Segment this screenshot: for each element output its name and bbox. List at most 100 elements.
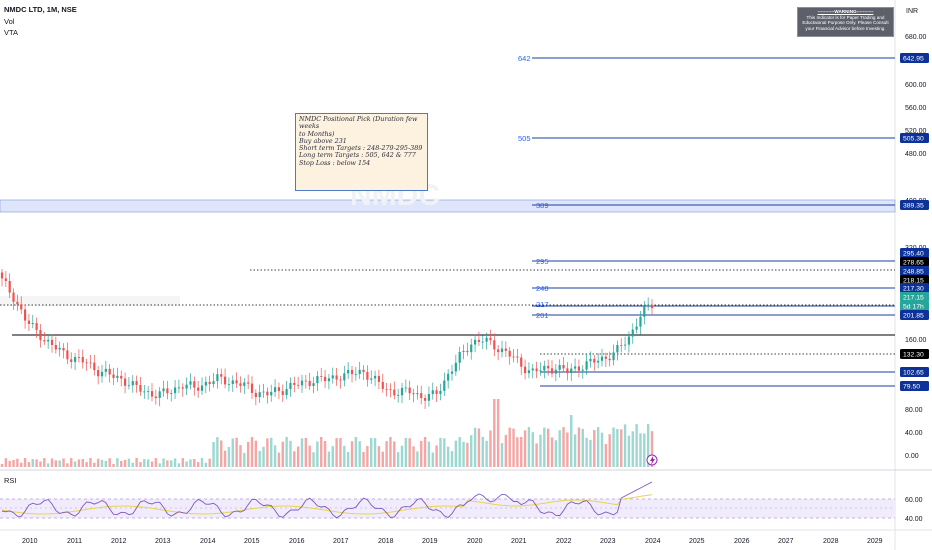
volume-bar (558, 430, 561, 467)
volume-bar (596, 427, 600, 467)
volume-bar (23, 458, 27, 467)
volume-bar (173, 458, 177, 467)
volume-bar (377, 446, 381, 467)
volume-bar (96, 458, 100, 467)
price-badge-bg (900, 133, 929, 143)
candle-body (27, 320, 31, 324)
volume-bar (139, 462, 142, 467)
candle-body (250, 383, 254, 393)
volume-bar (185, 461, 188, 467)
volume-bar (612, 427, 615, 467)
candle-body (173, 387, 177, 394)
volume-bar (81, 459, 84, 467)
price-badge-text: 218.15 (903, 278, 924, 285)
candle-body (208, 381, 211, 385)
note-line: Short term Targets : 248-279-295-389 (299, 144, 423, 153)
candle-body (466, 350, 469, 353)
currency-label[interactable]: INR (906, 8, 919, 15)
trade-note[interactable]: NMDC Positional Pick (Duration few weeks… (295, 113, 428, 191)
volume-bar (93, 462, 96, 467)
volume-bar (143, 459, 146, 467)
candle-body (577, 366, 581, 371)
candle-body (427, 394, 431, 401)
price-badge: 132.30 (900, 349, 929, 359)
candle-body (170, 393, 173, 394)
year-label: 2028 (823, 538, 839, 545)
time-axis[interactable]: 2010 2011 2012 2013 2014 2015 2016 2017 … (22, 538, 883, 545)
candle-body (50, 339, 54, 345)
volume-bar (8, 460, 11, 467)
candle-body (554, 369, 557, 374)
candle-body (562, 365, 565, 369)
candle-body (335, 375, 338, 380)
volume-bar (300, 438, 304, 467)
candle-body (277, 387, 281, 392)
rsi-label[interactable]: RSI (4, 476, 17, 485)
volume-bar (427, 441, 431, 467)
candle-body (366, 372, 369, 380)
candle-body (347, 369, 350, 374)
candle-body (120, 375, 123, 379)
candle-body (81, 357, 84, 363)
candle-body (39, 330, 42, 341)
volume-bar (412, 446, 415, 467)
candle-body (381, 381, 384, 389)
candle-body (447, 373, 450, 381)
level-label: 505 (518, 134, 531, 143)
candle-body (285, 389, 288, 395)
volume-bar (316, 441, 319, 467)
candle-body (477, 339, 481, 342)
candle-body (62, 347, 65, 351)
candle-body (604, 356, 607, 359)
volume-indicator-label[interactable]: Vol (4, 17, 15, 26)
year-label: 2024 (645, 538, 661, 545)
volume-bar (16, 458, 19, 467)
candle-body (212, 381, 215, 385)
price-axis[interactable]: 680.00 600.00 560.00 520.00 480.00 400.0… (905, 34, 927, 460)
candle-body (343, 373, 346, 381)
vta-indicator-label[interactable]: VTA (4, 28, 19, 37)
price-badges: 642.95 505.30 389.35 295.40 278.65 248.85 218.… (900, 53, 929, 391)
candle-body (127, 385, 131, 387)
level-labels: 642 505 389 295 248 217 201 (518, 54, 549, 320)
price-badge: 102.65 (900, 367, 929, 377)
volume-bar (123, 459, 127, 467)
resistance-zone (0, 199, 896, 213)
candle-body (481, 341, 484, 343)
volume-bar (177, 463, 181, 467)
symbol-title[interactable]: NMDC LTD, 1M, NSE (4, 5, 77, 14)
volume-bar (270, 437, 273, 467)
volume-bar (281, 441, 284, 467)
candle-body (643, 306, 646, 317)
volume-bar (208, 458, 211, 467)
candle-body (204, 381, 207, 386)
candle-body (597, 360, 600, 363)
candle-body (412, 393, 415, 395)
candle-body (73, 357, 77, 362)
volume-bar (258, 451, 261, 467)
price-badge-text: 201.85 (903, 313, 924, 320)
year-label: 2011 (67, 538, 82, 545)
note-line: NMDC Positional Pick (Duration few weeks (299, 115, 418, 131)
volume-bar (196, 462, 200, 467)
volume-bar (189, 459, 192, 467)
volume-bar (520, 437, 523, 467)
candle-body (166, 388, 169, 394)
volume-bar (212, 442, 215, 467)
volume-bar (220, 440, 223, 467)
volume-bar (200, 458, 204, 467)
candle-body (350, 369, 354, 375)
volume-bar (166, 460, 169, 467)
year-label: 2015 (244, 538, 260, 545)
candle-body (239, 383, 242, 386)
lightning-icon[interactable] (646, 454, 658, 466)
rsi-axis: 60.00 40.00 (905, 497, 923, 523)
volume-bar (508, 427, 511, 467)
candle-body (331, 375, 334, 379)
volume-bar (154, 458, 158, 467)
price-badge-text: 217.30 (903, 286, 924, 293)
volume-bar (170, 460, 173, 467)
volume-bar (466, 442, 469, 467)
price-badge-bg (900, 200, 929, 210)
